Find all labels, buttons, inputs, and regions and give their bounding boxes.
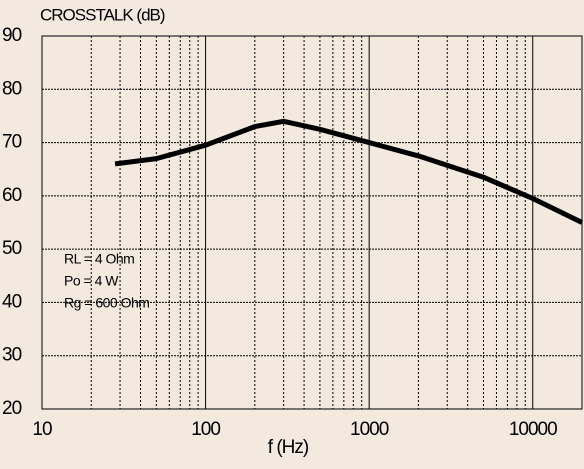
y-tick-label: 60 [2,185,22,206]
annotation: Po = 4 W [64,273,119,289]
chart-title: CROSSTALK (dB) [40,5,165,24]
x-tick-label: 100 [191,419,220,440]
y-tick-label: 70 [2,132,22,153]
y-tick-label: 80 [2,78,22,99]
annotation: Rg = 600 Ohm [64,295,149,311]
y-tick-label: 50 [2,238,22,259]
x-tick-label: 10 [32,419,52,440]
x-tick-label: 1000 [350,419,389,440]
y-tick-label: 30 [2,345,22,366]
x-axis-label: f (Hz) [268,437,309,458]
y-tick-label: 40 [2,291,22,312]
annotation: RL = 4 Ohm [64,251,134,267]
x-tick-label: 10000 [509,419,557,440]
y-tick-label: 90 [2,25,22,46]
y-tick-label: 20 [2,398,22,419]
line [114,118,584,225]
